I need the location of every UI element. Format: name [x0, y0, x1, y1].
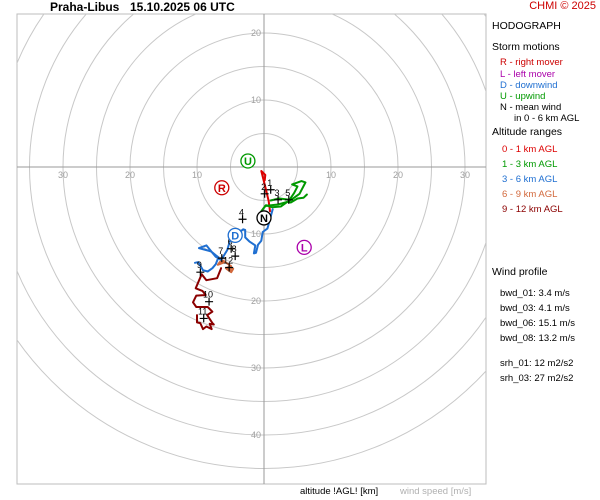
- altitude-marker: [274, 195, 283, 204]
- altitude-marker: [266, 185, 275, 194]
- hodograph-segment-0: [260, 170, 271, 213]
- altitude-marker: [217, 254, 226, 263]
- storm-motion-marker: [214, 180, 230, 196]
- storm-motions-legend: Storm motions R - right mover L - left m…: [492, 41, 579, 125]
- altitude-ranges-title: Altitude ranges: [492, 126, 563, 138]
- altitude-marker-label: 1: [267, 178, 272, 188]
- srh-01-value: srh_01: 12 m2/s2: [500, 358, 574, 370]
- speed-ring: [17, 338, 486, 469]
- storm-motion-left: L - left mover: [500, 68, 556, 80]
- hodograph-segment-2: [194, 208, 274, 273]
- y-tick-label: 30: [251, 363, 261, 373]
- x-tick-label: 20: [125, 170, 135, 180]
- altitude-marker: [196, 268, 205, 277]
- storm-motion-mean: N - mean wind: [500, 102, 562, 114]
- altitude-marker-label: 4: [239, 207, 244, 217]
- bwd-06-value: bwd_06: 15.1 m/s: [500, 318, 575, 330]
- altitude-marker-label: 8: [232, 244, 237, 254]
- wind-profile-title: Wind profile: [492, 266, 548, 278]
- storm-motion-label: U: [244, 156, 252, 168]
- altitude-marker: [205, 297, 214, 306]
- bwd-01-value: bwd_01: 3.4 m/s: [500, 288, 570, 300]
- altitude-marker: [225, 263, 234, 272]
- storm-motion-right: R - right mover: [500, 57, 563, 69]
- altitude-marker: [231, 252, 240, 261]
- storm-motions-title: Storm motions: [492, 41, 560, 53]
- altitude-marker-label: 7: [218, 246, 223, 256]
- x-tick-label: 30: [460, 170, 470, 180]
- srh-03-value: srh_03: 27 m2/s2: [500, 373, 574, 385]
- storm-motion-downwind: D - downwind: [500, 79, 558, 91]
- storm-motion-marker: [256, 210, 272, 226]
- storm-motion-upwind: U - upwind: [500, 90, 546, 102]
- x-tick-label: 20: [393, 170, 403, 180]
- altitude-marker-label: 12: [223, 256, 233, 266]
- altitude-range-6-9: 6 - 9 km AGL: [502, 189, 558, 201]
- plot-area: [17, 14, 486, 484]
- storm-motion-mean-layer: in 0 - 6 km AGL: [514, 113, 580, 125]
- y-tick-label: 10: [251, 95, 261, 105]
- altitude-marker-label: 3: [275, 188, 280, 198]
- y-tick-label: 20: [251, 296, 261, 306]
- altitude-range-9-12: 9 - 12 km AGL: [502, 204, 563, 216]
- altitude-range-1-3: 1 - 3 km AGL: [502, 159, 558, 171]
- panel-title: HODOGRAPH: [492, 20, 561, 32]
- storm-motion-label: R: [218, 183, 226, 195]
- y-tick-label: 20: [251, 28, 261, 38]
- x-tick-label: 10: [192, 170, 202, 180]
- altitude-marker-label: 10: [203, 290, 213, 300]
- x-tick-label: 10: [326, 170, 336, 180]
- hodograph-panel: HODOGRAPH: [492, 20, 561, 36]
- copyright-label: CHMI © 2025: [529, 0, 596, 12]
- x-tick-label: 30: [58, 170, 68, 180]
- storm-motion-marker: [240, 153, 256, 169]
- bwd-08-value: bwd_08: 13.2 m/s: [500, 333, 575, 345]
- storm-motion-marker: [296, 239, 312, 256]
- y-tick-label: 40: [251, 430, 261, 440]
- storm-motion-label: L: [301, 242, 308, 254]
- plot-frame: [16, 13, 487, 485]
- hodograph-segment-4: [192, 267, 223, 331]
- storm-motion-marker: [227, 227, 243, 243]
- datetime-label: 15.10.2025 06 UTC: [130, 0, 235, 14]
- altitude-range-0-1: 0 - 1 km AGL: [502, 144, 558, 156]
- altitude-marker: [284, 195, 293, 204]
- altitude-marker: [227, 244, 236, 253]
- y-axis-label: wind speed [m/s]: [400, 486, 472, 497]
- bwd-03-value: bwd_03: 4.1 m/s: [500, 303, 570, 315]
- altitude-marker-label: 2: [261, 182, 266, 192]
- altitude-range-3-6: 3 - 6 km AGL: [502, 174, 558, 186]
- storm-motion-label: N: [260, 213, 268, 225]
- altitude-marker-label: 5: [285, 188, 290, 198]
- altitude-marker: [199, 314, 208, 323]
- station-name: Praha-Libus: [50, 0, 120, 14]
- altitude-marker-label: 6: [228, 237, 233, 247]
- altitude-ranges-legend: Altitude ranges 0 - 1 km AGL 1 - 3 km AG…: [492, 126, 563, 217]
- altitude-marker-label: 9: [197, 260, 202, 270]
- wind-profile-panel: Wind profile bwd_01: 3.4 m/s bwd_03: 4.1…: [492, 266, 575, 386]
- x-axis-label: altitude !AGL! [km]: [300, 486, 379, 497]
- altitude-marker: [260, 189, 269, 198]
- altitude-marker-label: 11: [198, 306, 207, 316]
- storm-motion-label: D: [231, 230, 239, 242]
- altitude-marker: [238, 215, 247, 224]
- y-tick-label: 10: [251, 229, 261, 239]
